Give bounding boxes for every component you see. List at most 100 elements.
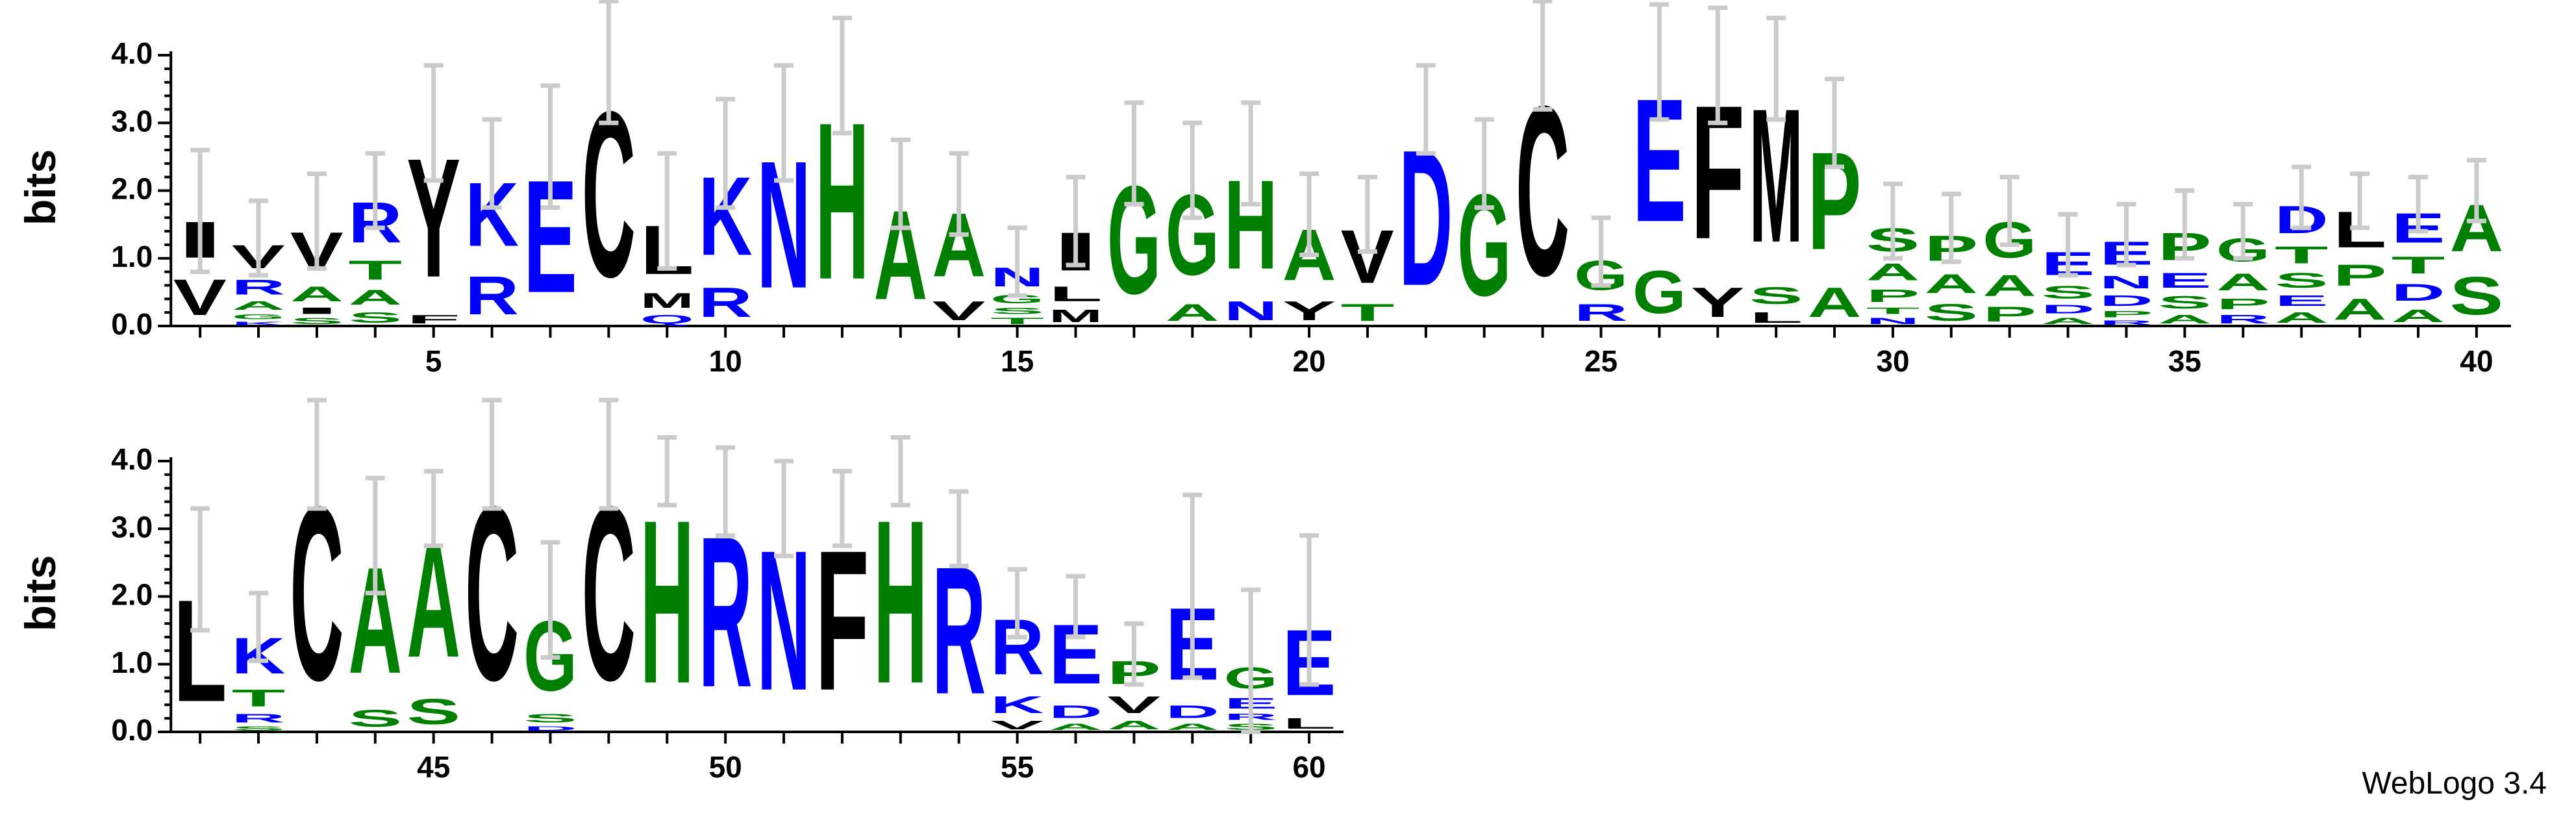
svg-text:R: R — [2216, 312, 2270, 326]
svg-text:H: H — [640, 471, 694, 733]
svg-text:S: S — [2041, 282, 2095, 303]
svg-text:A: A — [2041, 316, 2095, 327]
svg-text:S: S — [1924, 299, 1978, 327]
svg-text:A: A — [2333, 292, 2387, 326]
svg-text:P: P — [1866, 286, 1920, 306]
svg-text:A: A — [1107, 718, 1161, 732]
svg-text:S: S — [523, 712, 577, 725]
svg-text:Y: Y — [1282, 295, 1336, 326]
svg-text:S: S — [1749, 282, 1803, 310]
svg-text:S: S — [232, 725, 286, 733]
svg-text:1.0: 1.0 — [111, 240, 153, 273]
svg-text:A: A — [2216, 269, 2270, 296]
svg-text:K: K — [232, 321, 286, 326]
svg-text:A: A — [1866, 258, 1920, 286]
svg-text:35: 35 — [2168, 344, 2201, 378]
svg-text:D: D — [2099, 292, 2153, 309]
svg-text:N: N — [1224, 296, 1278, 327]
svg-text:G: G — [1632, 258, 1686, 326]
svg-text:2.0: 2.0 — [111, 578, 153, 612]
svg-text:A: A — [232, 299, 286, 313]
svg-text:T: T — [1866, 306, 1920, 316]
svg-text:0.0: 0.0 — [111, 713, 153, 747]
svg-text:A: A — [1924, 269, 1978, 299]
svg-text:L: L — [1049, 282, 1103, 305]
svg-text:N: N — [2099, 272, 2153, 292]
svg-text:T: T — [232, 684, 286, 712]
svg-text:S: S — [2450, 266, 2504, 327]
svg-text:3.0: 3.0 — [111, 104, 153, 138]
svg-text:T: T — [1341, 299, 1395, 327]
svg-text:R: R — [1574, 299, 1628, 327]
svg-text:30: 30 — [1876, 344, 1909, 378]
svg-text:50: 50 — [709, 750, 742, 784]
svg-text:T: T — [2275, 242, 2329, 269]
svg-text:T: T — [348, 255, 402, 286]
svg-text:F: F — [406, 312, 460, 326]
svg-text:E: E — [2275, 292, 2329, 309]
svg-text:4.0: 4.0 — [111, 442, 153, 476]
svg-text:4.0: 4.0 — [111, 36, 153, 70]
svg-text:A: A — [1982, 268, 2036, 302]
svg-text:S: S — [348, 705, 402, 733]
svg-text:G: G — [232, 312, 286, 320]
svg-text:T: T — [990, 316, 1044, 327]
svg-text:bits: bits — [16, 149, 64, 225]
svg-text:D: D — [523, 725, 577, 732]
svg-text:1.0: 1.0 — [111, 646, 153, 679]
svg-text:P: P — [2333, 258, 2387, 292]
svg-text:A: A — [1166, 722, 1219, 733]
svg-text:3.0: 3.0 — [111, 510, 153, 544]
svg-text:bits: bits — [16, 555, 64, 631]
svg-text:10: 10 — [709, 344, 742, 378]
svg-text:S: S — [406, 692, 460, 732]
svg-text:S: S — [348, 309, 402, 326]
svg-text:A: A — [1808, 279, 1862, 326]
svg-text:V: V — [990, 718, 1044, 732]
svg-text:R: R — [699, 279, 753, 326]
svg-text:A: A — [1049, 722, 1103, 733]
svg-text:0.0: 0.0 — [111, 307, 153, 341]
svg-text:N: N — [1866, 316, 1920, 327]
svg-text:H: H — [873, 471, 927, 733]
svg-text:R: R — [465, 266, 519, 327]
svg-text:V: V — [932, 296, 985, 327]
svg-text:S: S — [290, 316, 344, 326]
svg-text:V: V — [1107, 692, 1161, 718]
svg-text:R: R — [2099, 320, 2153, 326]
svg-text:I: I — [290, 306, 344, 316]
svg-text:M: M — [640, 289, 694, 313]
svg-text:A: A — [1166, 299, 1219, 327]
svg-text:45: 45 — [417, 750, 450, 784]
svg-text:V: V — [173, 268, 227, 326]
svg-text:60: 60 — [1292, 750, 1325, 784]
svg-text:Q: Q — [640, 312, 694, 326]
svg-text:L: L — [1282, 715, 1336, 732]
svg-text:D: D — [1049, 701, 1103, 721]
svg-text:P: P — [2099, 309, 2153, 320]
svg-text:A: A — [2275, 309, 2329, 326]
svg-text:D: D — [2392, 279, 2445, 306]
svg-text:K: K — [990, 692, 1044, 719]
svg-text:55: 55 — [1001, 750, 1034, 784]
svg-text:A: A — [2158, 312, 2212, 326]
svg-text:40: 40 — [2460, 344, 2493, 378]
svg-text:WebLogo 3.4: WebLogo 3.4 — [2362, 766, 2547, 801]
svg-text:A: A — [290, 282, 344, 305]
svg-text:Y: Y — [1691, 279, 1745, 326]
svg-text:A: A — [348, 286, 402, 309]
svg-text:L: L — [1749, 309, 1803, 326]
svg-text:R: R — [232, 712, 286, 725]
svg-text:D: D — [2041, 303, 2095, 316]
svg-text:S: S — [2275, 269, 2329, 292]
svg-text:A: A — [2392, 306, 2445, 326]
svg-text:15: 15 — [1001, 344, 1034, 378]
svg-text:20: 20 — [1292, 344, 1325, 378]
svg-text:D: D — [1166, 701, 1219, 721]
svg-text:2.0: 2.0 — [111, 172, 153, 206]
svg-text:S: S — [2158, 292, 2212, 312]
svg-text:E: E — [2158, 269, 2212, 292]
svg-text:T: T — [2392, 252, 2445, 279]
svg-text:P: P — [1982, 303, 2036, 326]
svg-text:25: 25 — [1584, 344, 1618, 378]
